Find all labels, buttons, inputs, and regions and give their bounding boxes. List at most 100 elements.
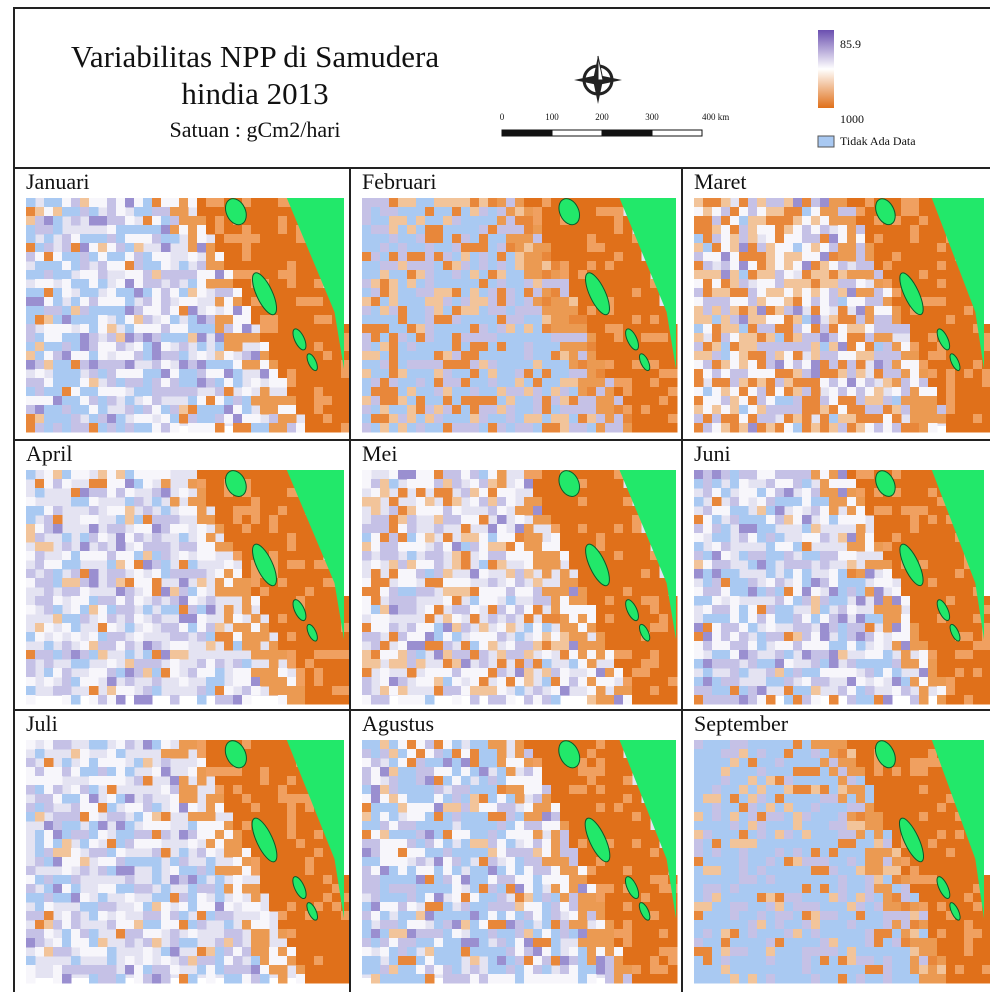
map-cell — [569, 641, 579, 651]
map-cell — [71, 387, 81, 397]
map-cell — [587, 405, 597, 415]
map-cell — [641, 596, 651, 606]
map-cell — [560, 288, 570, 298]
map-cell — [188, 587, 198, 597]
map-cell — [533, 659, 543, 669]
map-cell — [748, 515, 758, 525]
map-cell — [416, 198, 426, 208]
map-cell — [587, 423, 597, 433]
map-cell — [242, 414, 252, 424]
map-cell — [488, 533, 498, 543]
map-cell — [650, 632, 660, 642]
map-cell — [668, 632, 678, 642]
map-cell — [946, 387, 956, 397]
map-cell — [461, 387, 471, 397]
map-cell — [838, 632, 848, 642]
map-cell — [380, 423, 390, 433]
map-cell — [269, 360, 279, 370]
map-cell — [278, 252, 288, 262]
map-cell — [605, 515, 615, 525]
map-cell — [125, 360, 135, 370]
map-cell — [883, 605, 893, 615]
map-cell — [278, 405, 288, 415]
map-cell — [533, 198, 543, 208]
map-cell — [161, 378, 171, 388]
map-cell — [443, 569, 453, 579]
map-cell — [188, 360, 198, 370]
map-cell — [820, 605, 830, 615]
map-cell — [856, 234, 866, 244]
map-cell — [215, 387, 225, 397]
map-cell — [152, 596, 162, 606]
map-cell — [551, 378, 561, 388]
map-cell — [497, 515, 507, 525]
map-cell — [650, 650, 660, 660]
map-cell — [578, 506, 588, 516]
map-cell — [224, 396, 234, 406]
map-cell — [542, 396, 552, 406]
map-cell — [569, 405, 579, 415]
map-cell — [766, 396, 776, 406]
map-cell — [242, 297, 252, 307]
map-cell — [829, 488, 839, 498]
map-cell — [775, 632, 785, 642]
map-cell — [748, 324, 758, 334]
map-cell — [784, 360, 794, 370]
map-cell — [614, 243, 624, 253]
map-cell — [964, 623, 974, 633]
map-cell — [53, 270, 63, 280]
map-cell — [928, 342, 938, 352]
map-cell — [928, 396, 938, 406]
map-cell — [260, 479, 270, 489]
map-cell — [461, 578, 471, 588]
map-cell — [784, 279, 794, 289]
map-cell — [89, 641, 99, 651]
map-cell — [479, 297, 489, 307]
map-cell — [380, 378, 390, 388]
map-cell — [305, 297, 315, 307]
map-cell — [766, 497, 776, 507]
map-cell — [470, 243, 480, 253]
map-cell — [107, 596, 117, 606]
map-cell — [26, 650, 36, 660]
map-cell — [296, 857, 306, 867]
map-cell — [587, 414, 597, 424]
map-cell — [434, 360, 444, 370]
map-cell — [506, 569, 516, 579]
map-cell — [847, 324, 857, 334]
map-cell — [632, 659, 642, 669]
map-cell — [251, 497, 261, 507]
map-cell — [784, 369, 794, 379]
map-cell — [506, 315, 516, 325]
map-cell — [269, 866, 279, 876]
map-cell — [107, 506, 117, 516]
map-cell — [515, 542, 525, 552]
map-cell — [587, 396, 597, 406]
map-cell — [668, 396, 678, 406]
map-cell — [542, 279, 552, 289]
map-cell — [766, 306, 776, 316]
map-cell — [233, 542, 243, 552]
map-cell — [44, 378, 54, 388]
map-cell — [152, 351, 162, 361]
map-cell — [883, 524, 893, 534]
map-cell — [161, 560, 171, 570]
map-cell — [479, 405, 489, 415]
map-cell — [739, 279, 749, 289]
map-cell — [802, 578, 812, 588]
map-cell — [425, 560, 435, 570]
map-cell — [380, 207, 390, 217]
map-cell — [434, 234, 444, 244]
map-cell — [623, 306, 633, 316]
map-cell — [757, 515, 767, 525]
map-cell — [89, 776, 99, 786]
map-cell — [596, 234, 606, 244]
map-cell — [497, 360, 507, 370]
map-cell — [251, 686, 261, 696]
map-cell — [838, 479, 848, 489]
map-cell — [856, 695, 866, 705]
map-cell — [278, 288, 288, 298]
map-cell — [287, 560, 297, 570]
map-cell — [434, 225, 444, 235]
map-cell — [838, 216, 848, 226]
